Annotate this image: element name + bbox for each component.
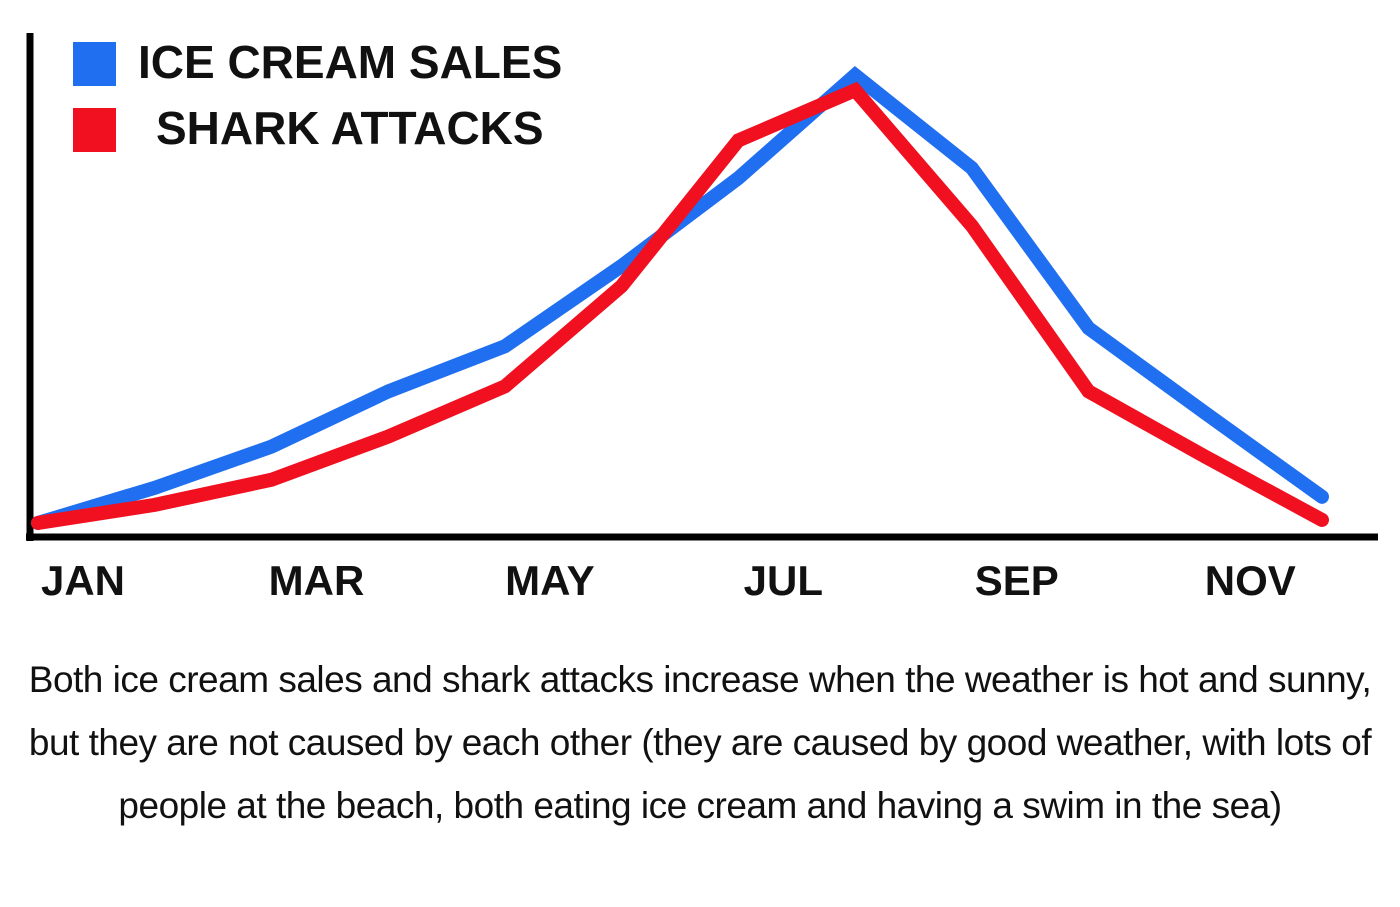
x-tick-label: MAR — [269, 557, 365, 604]
legend-swatch — [73, 108, 116, 152]
x-tick-label: JUL — [744, 557, 823, 604]
caption: Both ice cream sales and shark attacks i… — [28, 659, 1372, 826]
x-tick-label: JAN — [41, 557, 125, 604]
chart: JAN MAR MAY JUL SEP NOV ICE CREAM SALES SHARK A… — [26, 33, 1378, 604]
legend-label: SHARK ATTACKS — [156, 102, 544, 154]
x-tick-label: SEP — [975, 557, 1059, 604]
x-tick-label: NOV — [1205, 557, 1296, 604]
series-line — [31, 81, 1329, 530]
x-tick-label: MAY — [505, 557, 594, 604]
legend-label: ICE CREAM SALES — [138, 36, 562, 88]
legend-swatch — [73, 42, 116, 86]
